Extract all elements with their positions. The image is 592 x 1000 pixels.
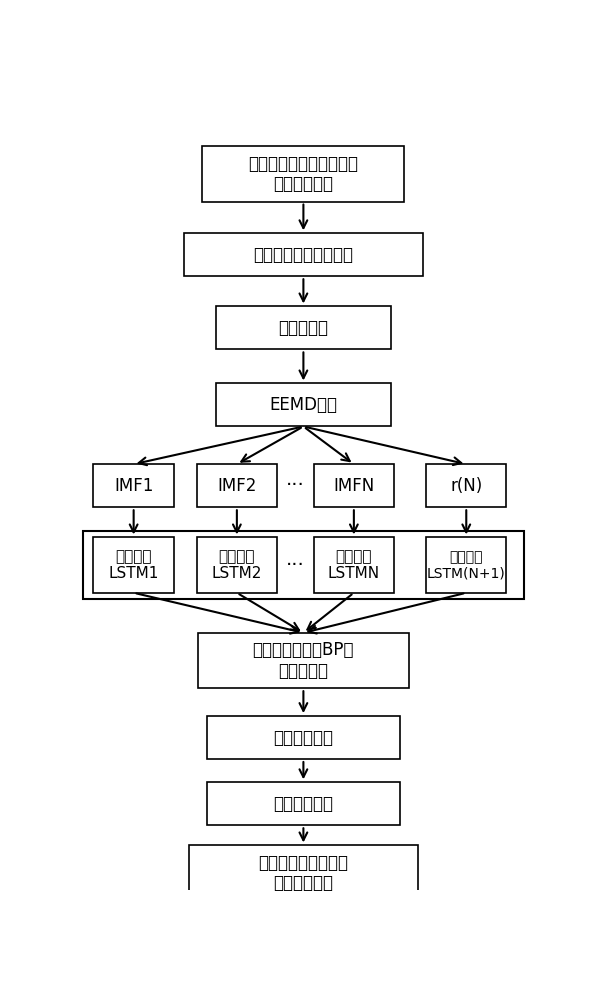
FancyBboxPatch shape [184, 233, 423, 276]
FancyBboxPatch shape [426, 464, 506, 507]
Text: IMF2: IMF2 [217, 477, 256, 495]
FancyBboxPatch shape [207, 716, 400, 759]
Text: 归一化处理: 归一化处理 [278, 319, 329, 337]
FancyBboxPatch shape [197, 464, 277, 507]
FancyBboxPatch shape [314, 537, 394, 593]
Text: 训练好的
LSTMN: 训练好的 LSTMN [328, 549, 380, 581]
FancyBboxPatch shape [216, 306, 391, 349]
Text: r(N): r(N) [450, 477, 482, 495]
Text: 异常值检测及修正处理: 异常值检测及修正处理 [253, 246, 353, 264]
FancyBboxPatch shape [314, 464, 394, 507]
FancyBboxPatch shape [197, 537, 277, 593]
FancyBboxPatch shape [202, 146, 404, 202]
FancyBboxPatch shape [94, 464, 174, 507]
Text: 根据负荷预测安排储
能充放电策略: 根据负荷预测安排储 能充放电策略 [258, 854, 349, 892]
FancyBboxPatch shape [207, 782, 400, 825]
FancyBboxPatch shape [198, 633, 409, 688]
FancyBboxPatch shape [189, 845, 418, 901]
Text: ···: ··· [286, 556, 305, 575]
Text: 基于遗传算法的BP网
络进行重构: 基于遗传算法的BP网 络进行重构 [253, 641, 354, 680]
Text: ···: ··· [286, 476, 305, 495]
FancyBboxPatch shape [216, 383, 391, 426]
Text: 训练好的
LSTM1: 训练好的 LSTM1 [108, 549, 159, 581]
FancyBboxPatch shape [426, 537, 506, 593]
FancyBboxPatch shape [94, 537, 174, 593]
Text: IMFN: IMFN [333, 477, 375, 495]
FancyBboxPatch shape [83, 531, 524, 599]
Text: 负荷预测结果: 负荷预测结果 [274, 795, 333, 813]
Text: 训练好的
LSTM(N+1): 训练好的 LSTM(N+1) [427, 550, 506, 580]
Text: EEMD分解: EEMD分解 [269, 396, 337, 414]
Text: 训练好的
LSTM2: 训练好的 LSTM2 [212, 549, 262, 581]
Text: 采集当前时刻及历史短期
负荷数据序列: 采集当前时刻及历史短期 负荷数据序列 [249, 154, 358, 193]
Text: IMF1: IMF1 [114, 477, 153, 495]
Text: 反归一化处理: 反归一化处理 [274, 729, 333, 747]
